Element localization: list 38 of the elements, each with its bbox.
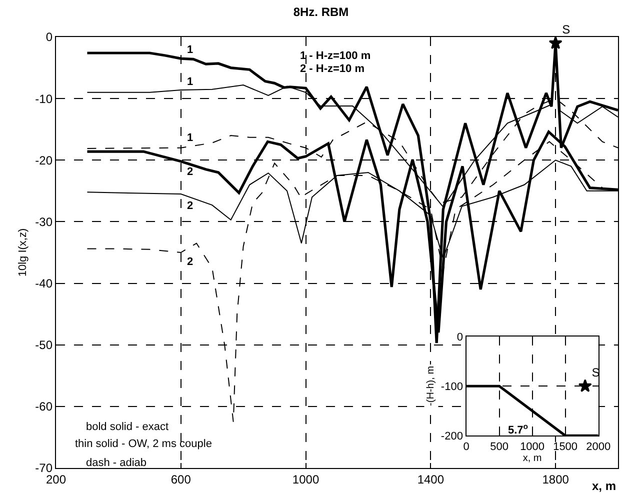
x-tick-label: 500 <box>490 440 508 453</box>
x-tick-label: 1800 <box>542 472 570 486</box>
y-tick-label: -200 <box>440 430 463 443</box>
x-axis-title: x, m <box>522 452 542 464</box>
y-tick-label: -20 <box>35 153 53 168</box>
x-tick-label: 600 <box>170 472 192 486</box>
y-tick-label: -40 <box>35 276 53 290</box>
x-tick-label: 1000 <box>520 440 545 453</box>
annotation: 1 <box>187 132 194 144</box>
y-tick-label: -60 <box>35 400 53 414</box>
y-axis-title: 10lg I(x,z) <box>16 228 29 277</box>
annotation: 2 <box>187 166 194 178</box>
annotation: thin solid - OW, 2 ms couple <box>75 438 212 450</box>
annotation: 2 - H-z=10 m <box>300 63 365 75</box>
x-tick-label: 200 <box>46 472 66 486</box>
annotation: bold solid - exact <box>86 421 169 433</box>
y-tick-label: -30 <box>35 214 53 229</box>
x-tick-label: 1000 <box>292 472 320 486</box>
annotation: 2 <box>187 200 194 212</box>
y-tick-label: 0 <box>46 30 53 44</box>
annotation: dash - adiab <box>86 457 147 469</box>
y-tick-label: -10 <box>35 92 53 106</box>
annotation: 1 <box>187 76 194 88</box>
y-axis-title: -(H-h), m <box>426 366 437 406</box>
annotation: 1 <box>187 44 194 56</box>
x-axis-title: x, m <box>592 479 616 493</box>
x-tick-label: 1500 <box>553 440 578 453</box>
y-tick-label: 0 <box>456 331 463 344</box>
annotation: 1 - H-z=100 m <box>300 50 371 62</box>
annotation: 5.7$^{o}$ <box>508 422 528 437</box>
series-label: S <box>562 22 570 37</box>
y-tick-label: -70 <box>35 461 53 476</box>
chart-title: 8Hz. RBM <box>293 4 349 19</box>
annotation: 2 <box>187 256 194 268</box>
x-tick-label: 2000 <box>586 440 611 453</box>
x-tick-label: 1400 <box>417 472 444 486</box>
y-tick-label: -50 <box>35 338 53 352</box>
y-tick-label: -100 <box>440 380 463 393</box>
